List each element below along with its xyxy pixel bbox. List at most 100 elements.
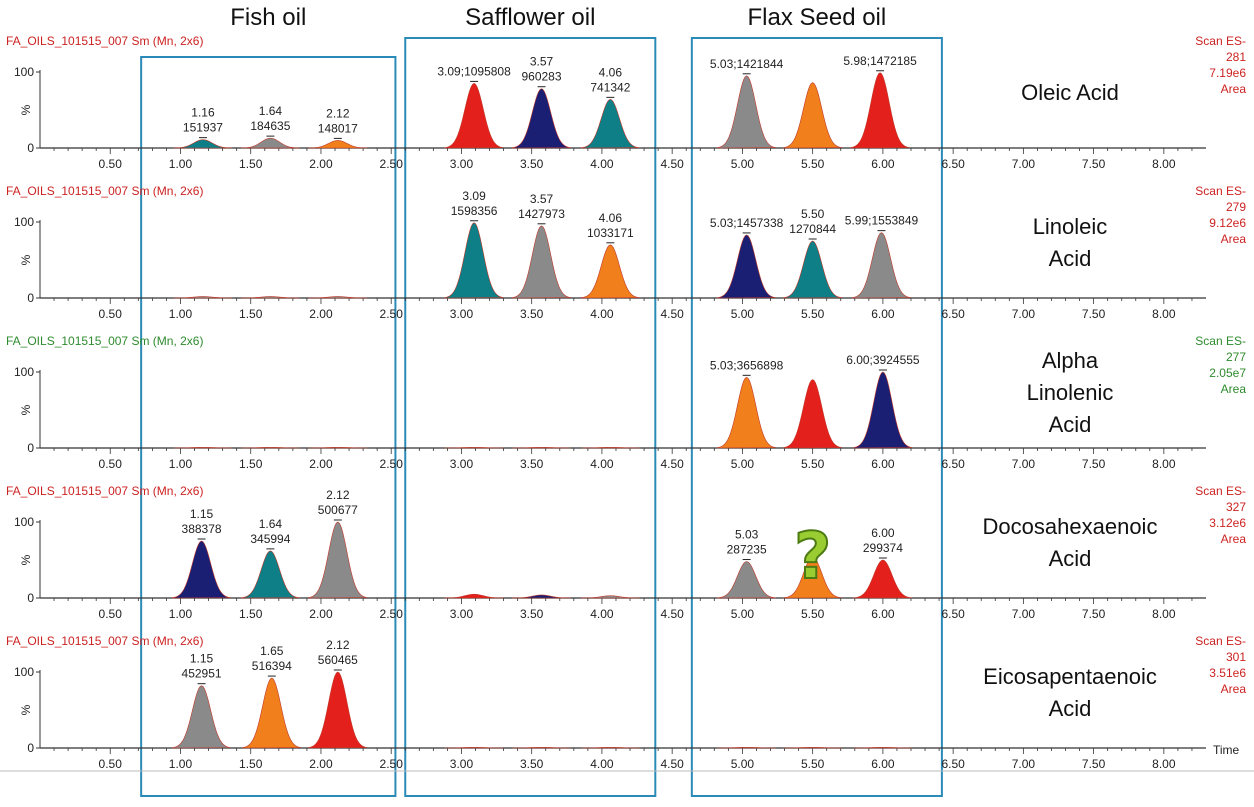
scan-info: 301 xyxy=(1226,650,1246,664)
y-axis-label: % xyxy=(19,254,33,265)
y-tick-label: 0 xyxy=(27,741,34,755)
scan-info: 281 xyxy=(1226,50,1246,64)
peak-label: 516394 xyxy=(252,659,292,673)
y-axis-label: % xyxy=(19,704,33,715)
peak-label: 299374 xyxy=(863,541,903,555)
x-tick-label: 2.50 xyxy=(380,457,404,471)
x-tick-label: 8.00 xyxy=(1152,457,1176,471)
scan-info: 279 xyxy=(1226,200,1246,214)
peak-label: 3.09;1095808 xyxy=(437,64,511,78)
peak xyxy=(853,746,913,749)
peak xyxy=(717,376,776,449)
trace-header: FA_OILS_101515_007 Sm (Mn, 2x6) xyxy=(6,34,203,48)
peak xyxy=(850,72,910,149)
peak xyxy=(444,593,504,599)
x-tick-label: 1.00 xyxy=(169,157,193,171)
peak-label: 452951 xyxy=(182,667,222,681)
x-tick-label: 3.00 xyxy=(450,607,474,621)
peak-label: 560465 xyxy=(318,653,358,667)
x-tick-label: 3.00 xyxy=(450,157,474,171)
peak-label: 1.15 xyxy=(190,507,214,521)
x-tick-label: 3.00 xyxy=(450,457,474,471)
y-tick-label: 0 xyxy=(27,141,34,155)
y-tick-label: 0 xyxy=(27,441,34,455)
x-tick-label: 5.00 xyxy=(731,157,755,171)
peak xyxy=(717,746,776,749)
peak-label: 1.64 xyxy=(259,104,283,118)
peak xyxy=(511,225,571,299)
x-tick-label: 5.00 xyxy=(731,607,755,621)
x-tick-label: 6.00 xyxy=(871,457,895,471)
scan-info: Scan ES- xyxy=(1195,634,1246,648)
oil-group-title: Flax Seed oil xyxy=(747,4,886,31)
x-tick-label: 8.00 xyxy=(1152,607,1176,621)
x-tick-label: 1.00 xyxy=(169,757,193,771)
x-tick-label: 4.00 xyxy=(590,457,614,471)
x-tick-label: 3.00 xyxy=(450,307,474,321)
peak-label: 1270844 xyxy=(789,222,836,236)
x-tick-label: 1.50 xyxy=(239,757,263,771)
x-tick-label: 4.50 xyxy=(660,757,684,771)
peak-label: 500677 xyxy=(318,503,358,517)
x-tick-label: 7.50 xyxy=(1082,757,1106,771)
peak-label: 1.16 xyxy=(191,106,215,120)
trace-header: FA_OILS_101515_007 Sm (Mn, 2x6) xyxy=(6,184,203,198)
peak xyxy=(580,244,640,299)
peak xyxy=(717,234,776,299)
compound-name: Alpha xyxy=(1042,348,1099,373)
oil-group-title: Fish oil xyxy=(230,4,306,31)
peak xyxy=(308,296,368,299)
scan-info: 7.19e6 xyxy=(1209,66,1246,80)
peak xyxy=(717,75,776,149)
x-tick-label: 2.50 xyxy=(380,307,404,321)
y-tick-label: 0 xyxy=(27,291,34,305)
x-axis-label: Time xyxy=(1213,743,1240,757)
x-tick-label: 2.50 xyxy=(380,157,404,171)
scan-info: 3.12e6 xyxy=(1209,516,1246,530)
peak-label: 287235 xyxy=(727,543,767,557)
peak-label: 1.15 xyxy=(190,652,214,666)
peak xyxy=(308,671,368,749)
peak-label: 2.12 xyxy=(326,488,350,502)
x-tick-label: 5.50 xyxy=(801,307,825,321)
y-tick-label: 100 xyxy=(14,65,34,79)
peak xyxy=(308,446,368,449)
x-tick-label: 6.00 xyxy=(871,307,895,321)
peak xyxy=(783,240,842,299)
x-tick-label: 7.50 xyxy=(1082,307,1106,321)
x-tick-label: 2.00 xyxy=(309,457,333,471)
peak-label: 4.06 xyxy=(599,65,623,79)
scan-info: 277 xyxy=(1226,350,1246,364)
peak xyxy=(511,88,571,149)
peak xyxy=(783,82,842,149)
peak xyxy=(444,222,504,299)
compound-name: Eicosapentaenoic xyxy=(983,664,1157,689)
scan-info: 327 xyxy=(1226,500,1246,514)
x-tick-label: 1.50 xyxy=(239,157,263,171)
x-tick-label: 6.50 xyxy=(941,457,965,471)
peak xyxy=(242,677,302,749)
x-tick-label: 5.50 xyxy=(801,757,825,771)
peak xyxy=(308,521,368,599)
peak xyxy=(240,137,300,149)
peak xyxy=(308,140,368,149)
x-tick-label: 4.50 xyxy=(660,457,684,471)
peak-label: 5.98;1472185 xyxy=(843,54,917,68)
compound-name: Acid xyxy=(1049,246,1092,271)
x-tick-label: 6.50 xyxy=(941,307,965,321)
peak xyxy=(511,594,571,599)
x-tick-label: 1.50 xyxy=(239,607,263,621)
scan-info: Scan ES- xyxy=(1195,334,1246,348)
x-tick-label: 1.50 xyxy=(239,457,263,471)
compound-name: Acid xyxy=(1049,412,1092,437)
x-tick-label: 3.50 xyxy=(520,757,544,771)
trace-panel: FA_OILS_101515_007 Sm (Mn, 2x6) 100 0% 0.50… xyxy=(6,34,1246,171)
y-tick-label: 0 xyxy=(27,591,34,605)
x-tick-label: 4.50 xyxy=(660,157,684,171)
x-tick-label: 3.00 xyxy=(450,757,474,771)
peak xyxy=(717,561,776,599)
peak-label: 960283 xyxy=(521,70,561,84)
peak xyxy=(512,746,571,749)
trace-panel: FA_OILS_101515_007 Sm (Mn, 2x6) 100 0% 0.50… xyxy=(6,484,1246,621)
